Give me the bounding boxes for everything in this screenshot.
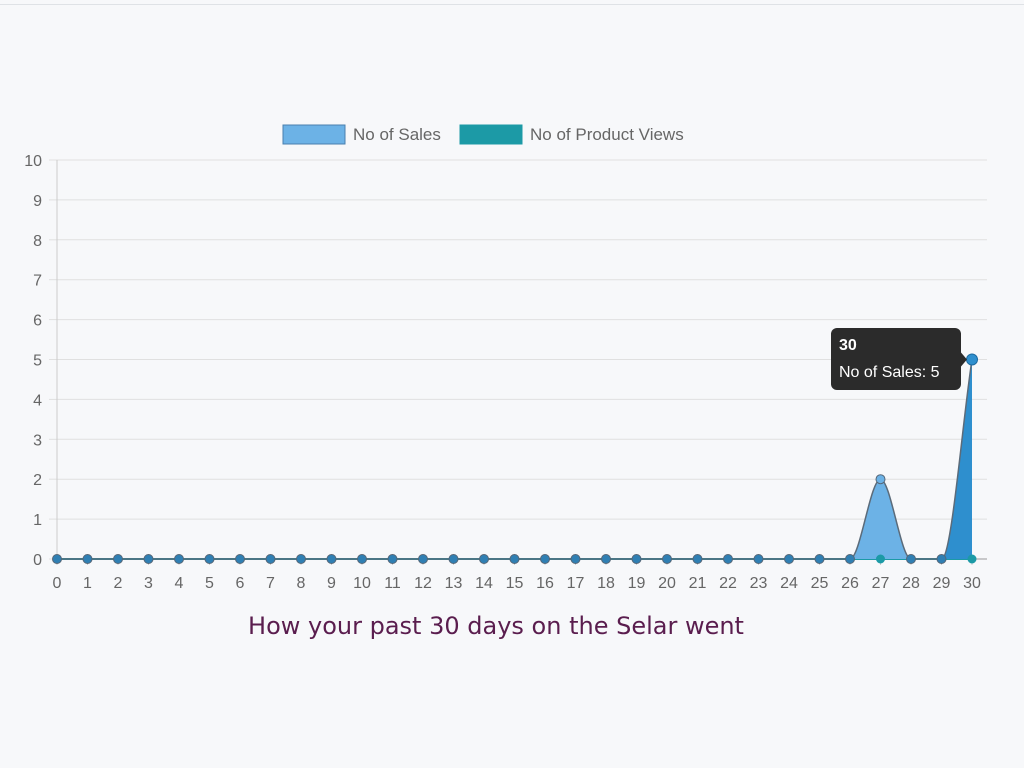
data-point-sales[interactable] <box>358 555 367 564</box>
x-tick-label: 0 <box>53 575 62 592</box>
x-tick-label: 8 <box>297 575 306 592</box>
x-tick-label: 29 <box>933 575 951 592</box>
x-tick-label: 26 <box>841 575 859 592</box>
data-point-sales[interactable] <box>785 555 794 564</box>
y-tick-label: 3 <box>33 432 42 449</box>
data-point-sales[interactable] <box>846 555 855 564</box>
x-tick-label: 13 <box>445 575 463 592</box>
data-point-sales[interactable] <box>419 555 428 564</box>
x-tick-label: 12 <box>414 575 432 592</box>
x-tick-label: 21 <box>689 575 707 592</box>
data-point-sales[interactable] <box>114 555 123 564</box>
x-tick-label: 23 <box>750 575 768 592</box>
y-tick-label: 4 <box>33 392 42 409</box>
data-point-sales[interactable] <box>541 555 550 564</box>
data-point-sales[interactable] <box>937 555 946 564</box>
y-tick-label: 5 <box>33 353 42 370</box>
x-tick-label: 18 <box>597 575 615 592</box>
data-point-sales[interactable] <box>907 555 916 564</box>
x-tick-label: 28 <box>902 575 920 592</box>
legend-label: No of Product Views <box>530 125 684 144</box>
y-tick-label: 0 <box>33 552 42 569</box>
chart-caption: How your past 30 days on the Selar went <box>0 612 992 640</box>
data-point-sales[interactable] <box>724 555 733 564</box>
y-tick-label: 7 <box>33 273 42 290</box>
y-tick-label: 2 <box>33 472 42 489</box>
x-tick-label: 15 <box>506 575 524 592</box>
data-point-sales[interactable] <box>602 555 611 564</box>
data-point-sales[interactable] <box>449 555 458 564</box>
sales-chart: No of Sales No of Product Views 012345678… <box>0 0 1024 600</box>
x-tick-label: 2 <box>114 575 123 592</box>
data-point-sales[interactable] <box>754 555 763 564</box>
data-point-sales[interactable] <box>876 475 885 484</box>
x-tick-label: 27 <box>872 575 890 592</box>
data-point-sales[interactable] <box>266 555 275 564</box>
x-tick-label: 24 <box>780 575 798 592</box>
data-point-sales[interactable] <box>175 555 184 564</box>
legend-swatch <box>460 125 522 144</box>
data-point-sales[interactable] <box>510 555 519 564</box>
y-axis: 0 1 2 3 4 5 6 7 8 9 10 <box>24 153 42 569</box>
x-tick-label: 20 <box>658 575 676 592</box>
legend: No of Sales No of Product Views <box>283 125 684 144</box>
y-tick-label: 8 <box>33 233 42 250</box>
x-tick-label: 11 <box>384 575 401 592</box>
legend-swatch <box>283 125 345 144</box>
x-tick-label: 6 <box>236 575 245 592</box>
x-tick-label: 14 <box>475 575 493 592</box>
x-tick-label: 16 <box>536 575 554 592</box>
data-point-views[interactable] <box>968 555 976 563</box>
x-tick-label: 25 <box>811 575 829 592</box>
data-point-views[interactable] <box>877 555 885 563</box>
data-point-sales[interactable] <box>571 555 580 564</box>
x-tick-label: 1 <box>83 575 92 592</box>
y-tick-label: 1 <box>33 512 42 529</box>
tooltip-title: 30 <box>839 337 857 354</box>
x-tick-label: 7 <box>266 575 275 592</box>
tooltip-caret <box>961 353 967 367</box>
x-tick-label: 9 <box>327 575 336 592</box>
data-point-sales[interactable] <box>236 555 245 564</box>
x-tick-label: 30 <box>963 575 981 592</box>
x-tick-label: 19 <box>628 575 646 592</box>
x-tick-label: 22 <box>719 575 737 592</box>
data-point-sales[interactable] <box>388 555 397 564</box>
data-point-sales[interactable] <box>297 555 306 564</box>
data-point-sales[interactable] <box>144 555 153 564</box>
tooltip: 30 No of Sales: 5 <box>831 328 967 390</box>
data-point-sales[interactable] <box>693 555 702 564</box>
legend-item-0[interactable]: No of Sales <box>283 125 441 144</box>
x-tick-label: 17 <box>567 575 585 592</box>
data-point-sales[interactable] <box>83 555 92 564</box>
data-point-sales[interactable] <box>663 555 672 564</box>
y-tick-label: 9 <box>33 193 42 210</box>
legend-label: No of Sales <box>353 125 441 144</box>
legend-item-1[interactable]: No of Product Views <box>460 125 684 144</box>
data-point-sales[interactable] <box>205 555 214 564</box>
tooltip-body: No of Sales: 5 <box>839 364 940 381</box>
data-point-sales[interactable] <box>53 555 62 564</box>
x-tick-label: 10 <box>353 575 371 592</box>
data-point-sales[interactable] <box>327 555 336 564</box>
y-tick-label: 10 <box>24 153 42 170</box>
x-axis: 0 1 2 3 4 5 6 7 8 9 10 11 12 13 14 15 16 17 18 19 20 21 22 23 24… <box>53 575 981 592</box>
data-point-sales[interactable] <box>815 555 824 564</box>
data-point-sales[interactable] <box>480 555 489 564</box>
x-tick-label: 4 <box>175 575 184 592</box>
y-tick-label: 6 <box>33 313 42 330</box>
x-tick-label: 3 <box>144 575 153 592</box>
data-point-sales[interactable] <box>967 354 978 365</box>
data-point-sales[interactable] <box>632 555 641 564</box>
x-tick-label: 5 <box>205 575 214 592</box>
